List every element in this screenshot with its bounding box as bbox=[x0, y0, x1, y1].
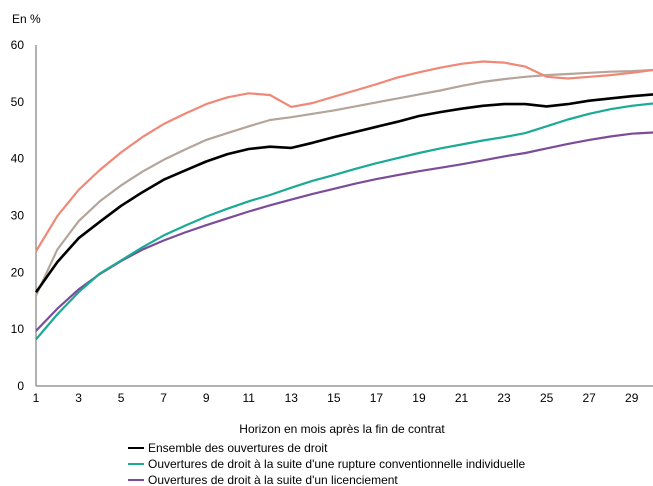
y-tick-label: 40 bbox=[11, 152, 25, 166]
legend: Ensemble des ouvertures de droit Ouvertur… bbox=[128, 440, 648, 486]
series-line-1 bbox=[34, 93, 653, 293]
y-tick-label: 20 bbox=[11, 265, 25, 279]
series-line-2 bbox=[35, 102, 653, 341]
x-tick-label: 9 bbox=[203, 391, 210, 405]
y-tick-label: 50 bbox=[11, 95, 25, 109]
x-tick-label: 29 bbox=[625, 391, 639, 405]
x-tick-label: 3 bbox=[75, 391, 82, 405]
series-line-5 bbox=[35, 68, 653, 297]
x-tick-label: 7 bbox=[160, 391, 167, 405]
x-tick-label: 5 bbox=[118, 391, 125, 405]
legend-list: Ensemble des ouvertures de droit Ouvertur… bbox=[128, 440, 648, 486]
series-lines bbox=[34, 60, 653, 341]
series-line-4 bbox=[35, 60, 653, 252]
legend-item: Ouvertures de droit à la suite d'un lice… bbox=[128, 472, 648, 486]
legend-swatch bbox=[128, 447, 144, 449]
y-axis-ticks: 0 10 20 30 40 50 60 bbox=[11, 38, 25, 393]
legend-item: Ensemble des ouvertures de droit bbox=[128, 440, 648, 456]
legend-swatch bbox=[128, 479, 144, 481]
x-tick-label: 13 bbox=[285, 391, 299, 405]
y-axis-title: En % bbox=[12, 12, 41, 26]
y-tick-label: 0 bbox=[17, 379, 24, 393]
legend-item: Ouvertures de droit à la suite d'une rup… bbox=[128, 456, 648, 472]
y-tick-label: 60 bbox=[11, 38, 25, 52]
x-tick-label: 25 bbox=[540, 391, 554, 405]
y-tick-label: 10 bbox=[11, 322, 25, 336]
x-tick-label: 27 bbox=[582, 391, 596, 405]
legend-label: Ensemble des ouvertures de droit bbox=[148, 441, 328, 455]
x-tick-label: 21 bbox=[455, 391, 469, 405]
x-tick-label: 23 bbox=[497, 391, 511, 405]
legend-label: Ouvertures de droit à la suite d'un lice… bbox=[148, 473, 398, 486]
legend-label: Ouvertures de droit à la suite d'une rup… bbox=[148, 457, 526, 471]
x-tick-label: 11 bbox=[243, 391, 256, 405]
x-tick-label: 17 bbox=[370, 391, 384, 405]
series-line-3 bbox=[35, 131, 653, 332]
x-axis-title: Horizon en mois après la fin de contrat bbox=[239, 422, 445, 436]
y-tick-label: 30 bbox=[11, 209, 25, 223]
x-tick-label: 15 bbox=[327, 391, 341, 405]
x-axis-ticks: 1 3 5 7 9 11 13 15 17 19 21 23 25 27 29 bbox=[33, 391, 639, 405]
x-tick-label: 19 bbox=[412, 391, 426, 405]
x-tick-label: 1 bbox=[33, 391, 40, 405]
legend-swatch bbox=[128, 463, 144, 465]
